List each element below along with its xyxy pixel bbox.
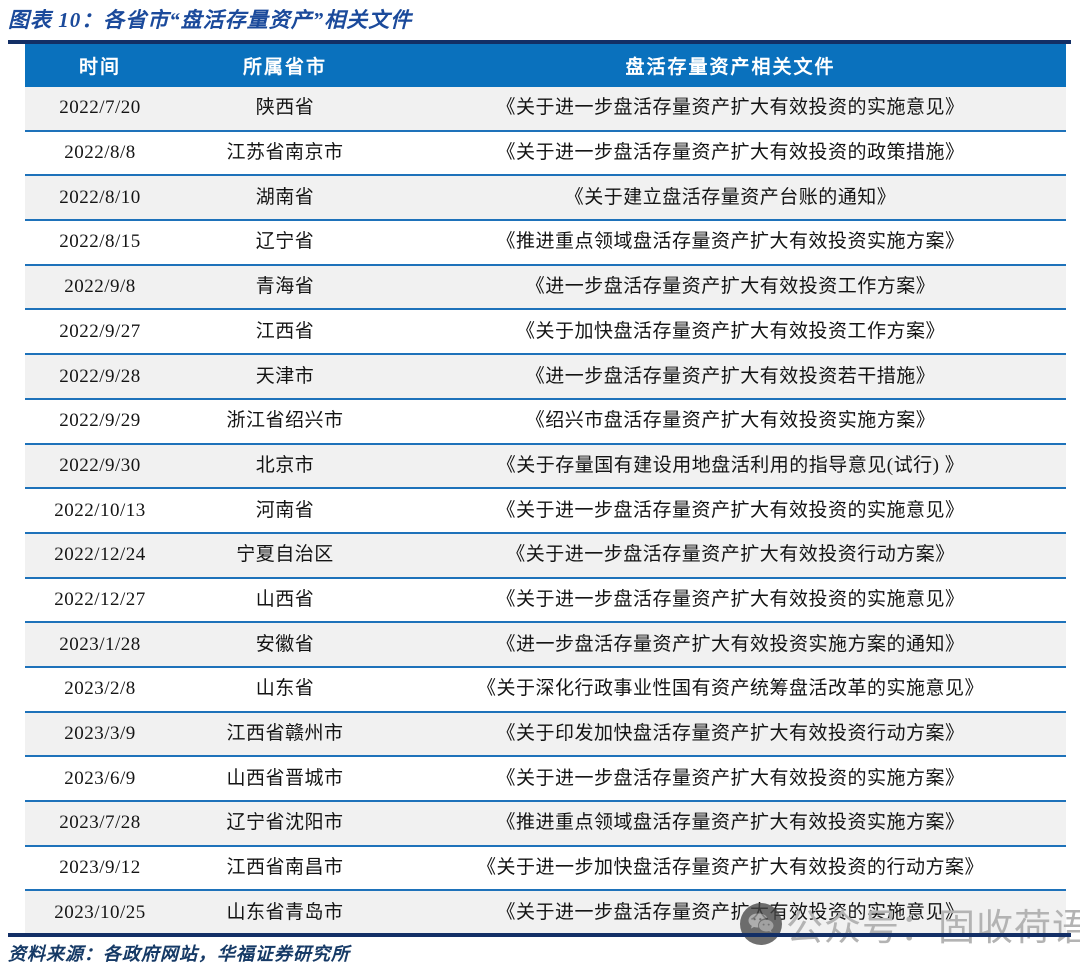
header-cell-document: 盘活存量资产相关文件 [625, 57, 836, 78]
cell-document: 《绍兴市盘活存量资产扩大有效投资实施方案》 [525, 410, 936, 432]
table-header-row: 时间 所属省市 盘活存量资产相关文件 [25, 44, 1066, 87]
figure-title: 图表 10：各省市“盘活存量资产”相关文件 [8, 8, 413, 32]
cell-region: 辽宁省沈阳市 [226, 812, 344, 834]
cell-document: 《关于进一步盘活存量资产扩大有效投资的实施意见》 [496, 499, 965, 521]
policy-table: 时间 所属省市 盘活存量资产相关文件 2022/7/20 陕西省 《关于进一步盘活存… [25, 44, 1066, 935]
table-row: 2022/8/15 辽宁省 《推进重点领域盘活存量资产扩大有效投资实施方案》 [25, 219, 1066, 264]
cell-document: 《关于加快盘活存量资产扩大有效投资工作方案》 [515, 320, 945, 342]
cell-date: 2022/9/28 [59, 365, 141, 387]
cell-document: 《进一步盘活存量资产扩大有效投资实施方案的通知》 [496, 633, 965, 655]
cell-date: 2022/10/13 [54, 499, 146, 521]
cell-document: 《进一步盘活存量资产扩大有效投资工作方案》 [525, 276, 936, 298]
table-row: 2022/9/30 北京市 《关于存量国有建设用地盘活利用的指导意见(试行) 》 [25, 442, 1066, 488]
cell-region: 山东省 [255, 678, 315, 700]
table-row: 2022/7/20 陕西省 《关于进一步盘活存量资产扩大有效投资的实施意见》 [25, 87, 1066, 130]
table-top-rule [8, 40, 1071, 44]
cell-date: 2022/12/24 [54, 544, 146, 566]
table-row: 2022/9/28 天津市 《进一步盘活存量资产扩大有效投资若干措施》 [25, 353, 1066, 398]
table-row: 2022/8/10 湖南省 《关于建立盘活存量资产台账的通知》 [25, 174, 1066, 220]
table-row: 2022/8/8 江苏省南京市 《关于进一步盘活存量资产扩大有效投资的政策措施》 [25, 129, 1066, 175]
table-row: 2023/3/9 江西省赣州市 《关于印发加快盘活存量资产扩大有效投资行动方案》 [25, 710, 1066, 756]
cell-region: 安徽省 [255, 633, 315, 655]
table-row: 2022/12/27 山西省 《关于进一步盘活存量资产扩大有效投资的实施意见》 [25, 576, 1066, 622]
cell-date: 2023/1/28 [59, 633, 141, 655]
table-row: 2023/2/8 山东省 《关于深化行政事业性国有资产统筹盘活改革的实施意见》 [25, 665, 1066, 711]
cell-region: 江苏省南京市 [226, 142, 344, 164]
cell-date: 2023/10/25 [54, 901, 146, 923]
cell-region: 辽宁省 [255, 231, 315, 253]
table-bottom-rule [8, 933, 1071, 937]
table-row: 2022/10/13 河南省 《关于进一步盘活存量资产扩大有效投资的实施意见》 [25, 487, 1066, 532]
cell-region: 江西省 [255, 320, 315, 342]
cell-region: 山东省青岛市 [226, 901, 344, 923]
table-row: 2023/7/28 辽宁省沈阳市 《推进重点领域盘活存量资产扩大有效投资实施方案》 [25, 800, 1066, 845]
cell-date: 2023/2/8 [64, 678, 136, 700]
cell-document: 《关于印发加快盘活存量资产扩大有效投资行动方案》 [496, 723, 965, 745]
cell-document: 《关于进一步加快盘活存量资产扩大有效投资的行动方案》 [476, 857, 984, 879]
cell-region: 浙江省绍兴市 [226, 410, 344, 432]
cell-date: 2023/7/28 [59, 812, 141, 834]
cell-document: 《推进重点领域盘活存量资产扩大有效投资实施方案》 [496, 231, 965, 253]
cell-document: 《推进重点领域盘活存量资产扩大有效投资实施方案》 [496, 812, 965, 834]
cell-region: 山西省 [255, 588, 315, 610]
table-row: 2023/1/28 安徽省 《进一步盘活存量资产扩大有效投资实施方案的通知》 [25, 621, 1066, 666]
cell-document: 《关于建立盘活存量资产台账的通知》 [564, 186, 897, 208]
cell-document: 《关于进一步盘活存量资产扩大有效投资的实施方案》 [496, 767, 965, 789]
cell-region: 天津市 [255, 365, 315, 387]
cell-region: 湖南省 [255, 186, 315, 208]
cell-region: 江西省南昌市 [226, 857, 344, 879]
cell-date: 2023/9/12 [59, 857, 141, 879]
table-body: 2022/7/20 陕西省 《关于进一步盘活存量资产扩大有效投资的实施意见》 2022… [25, 87, 1066, 935]
cell-date: 2022/8/15 [59, 231, 141, 253]
cell-region: 北京市 [255, 454, 315, 476]
cell-document: 《关于进一步盘活存量资产扩大有效投资的实施意见》 [496, 97, 965, 119]
cell-document: 《关于进一步盘活存量资产扩大有效投资行动方案》 [506, 544, 955, 566]
cell-region: 宁夏自治区 [236, 544, 334, 566]
table-row: 2023/9/12 江西省南昌市 《关于进一步加快盘活存量资产扩大有效投资的行动方案… [25, 844, 1066, 890]
cell-document: 《关于进一步盘活存量资产扩大有效投资的政策措施》 [496, 142, 965, 164]
cell-document: 《关于深化行政事业性国有资产统筹盘活改革的实施意见》 [476, 678, 984, 700]
table-row: 2022/9/8 青海省 《进一步盘活存量资产扩大有效投资工作方案》 [25, 263, 1066, 309]
cell-date: 2022/8/10 [59, 186, 141, 208]
cell-date: 2022/9/30 [59, 454, 141, 476]
table-row: 2022/9/29 浙江省绍兴市 《绍兴市盘活存量资产扩大有效投资实施方案》 [25, 397, 1066, 443]
cell-date: 2023/3/9 [64, 723, 136, 745]
cell-date: 2022/9/27 [59, 320, 141, 342]
cell-document: 《关于进一步盘活存量资产扩大有效投资的实施意见》 [496, 901, 965, 923]
cell-region: 山西省晋城市 [226, 767, 344, 789]
cell-region: 青海省 [255, 276, 315, 298]
cell-date: 2022/9/8 [64, 276, 136, 298]
header-cell-region: 所属省市 [242, 57, 327, 78]
cell-date: 2023/6/9 [64, 767, 136, 789]
header-cell-date: 时间 [78, 57, 121, 78]
source-note: 资料来源：各政府网站，华福证券研究所 [8, 944, 350, 964]
cell-date: 2022/7/20 [59, 97, 141, 119]
table-row: 2023/10/25 山东省青岛市 《关于进一步盘活存量资产扩大有效投资的实施意见》 [25, 889, 1066, 935]
cell-region: 江西省赣州市 [226, 723, 344, 745]
cell-date: 2022/12/27 [54, 588, 146, 610]
cell-document: 《关于存量国有建设用地盘活利用的指导意见(试行) 》 [496, 454, 965, 476]
cell-date: 2022/9/29 [59, 410, 141, 432]
table-row: 2023/6/9 山西省晋城市 《关于进一步盘活存量资产扩大有效投资的实施方案》 [25, 755, 1066, 800]
cell-region: 河南省 [255, 499, 315, 521]
cell-document: 《进一步盘活存量资产扩大有效投资若干措施》 [525, 365, 936, 387]
cell-date: 2022/8/8 [64, 142, 136, 164]
table-row: 2022/12/24 宁夏自治区 《关于进一步盘活存量资产扩大有效投资行动方案》 [25, 531, 1066, 577]
table-row: 2022/9/27 江西省 《关于加快盘活存量资产扩大有效投资工作方案》 [25, 308, 1066, 354]
cell-region: 陕西省 [255, 97, 315, 119]
cell-document: 《关于进一步盘活存量资产扩大有效投资的实施意见》 [496, 588, 965, 610]
